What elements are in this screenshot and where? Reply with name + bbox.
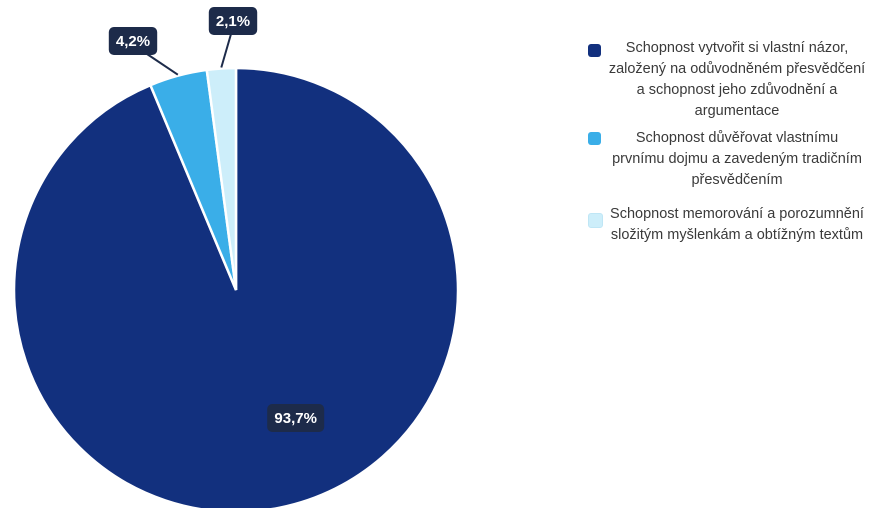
data-labels: 93,7% 4,2% 2,1%: [108, 7, 325, 433]
data-label-text-memorizing: 2,1%: [216, 13, 250, 30]
leader-line-memorizing: [220, 33, 232, 68]
legend-label-own-opinion: Schopnost vytvořit si vlastní názor, zal…: [608, 40, 866, 119]
legend-label-first-impression: Schopnost důvěřovat vlastnímu prvnímu do…: [612, 130, 862, 188]
legend-marker-memorizing: [588, 213, 603, 228]
data-label-first-impression: 4,2%: [108, 27, 158, 55]
data-label-text-own-opinion: 93,7%: [274, 410, 317, 427]
legend-marker-own-opinion: [588, 44, 601, 57]
data-label-box-first-impression: [108, 27, 158, 55]
data-label-memorizing: 2,1%: [208, 7, 258, 35]
data-label-text-first-impression: 4,2%: [116, 33, 150, 50]
leader-lines: [146, 33, 232, 76]
data-label-own-opinion: 93,7%: [267, 404, 325, 433]
pie-slices: [12, 66, 460, 508]
leader-line-first-impression: [146, 53, 179, 76]
legend-marker-first-impression: [588, 132, 601, 145]
pie-slice-memorizing[interactable]: [205, 66, 238, 291]
data-label-box-memorizing: [208, 7, 258, 35]
data-label-box-own-opinion: [267, 404, 325, 433]
legend-label-memorizing: Schopnost memorování a porozumnění složi…: [610, 206, 864, 243]
